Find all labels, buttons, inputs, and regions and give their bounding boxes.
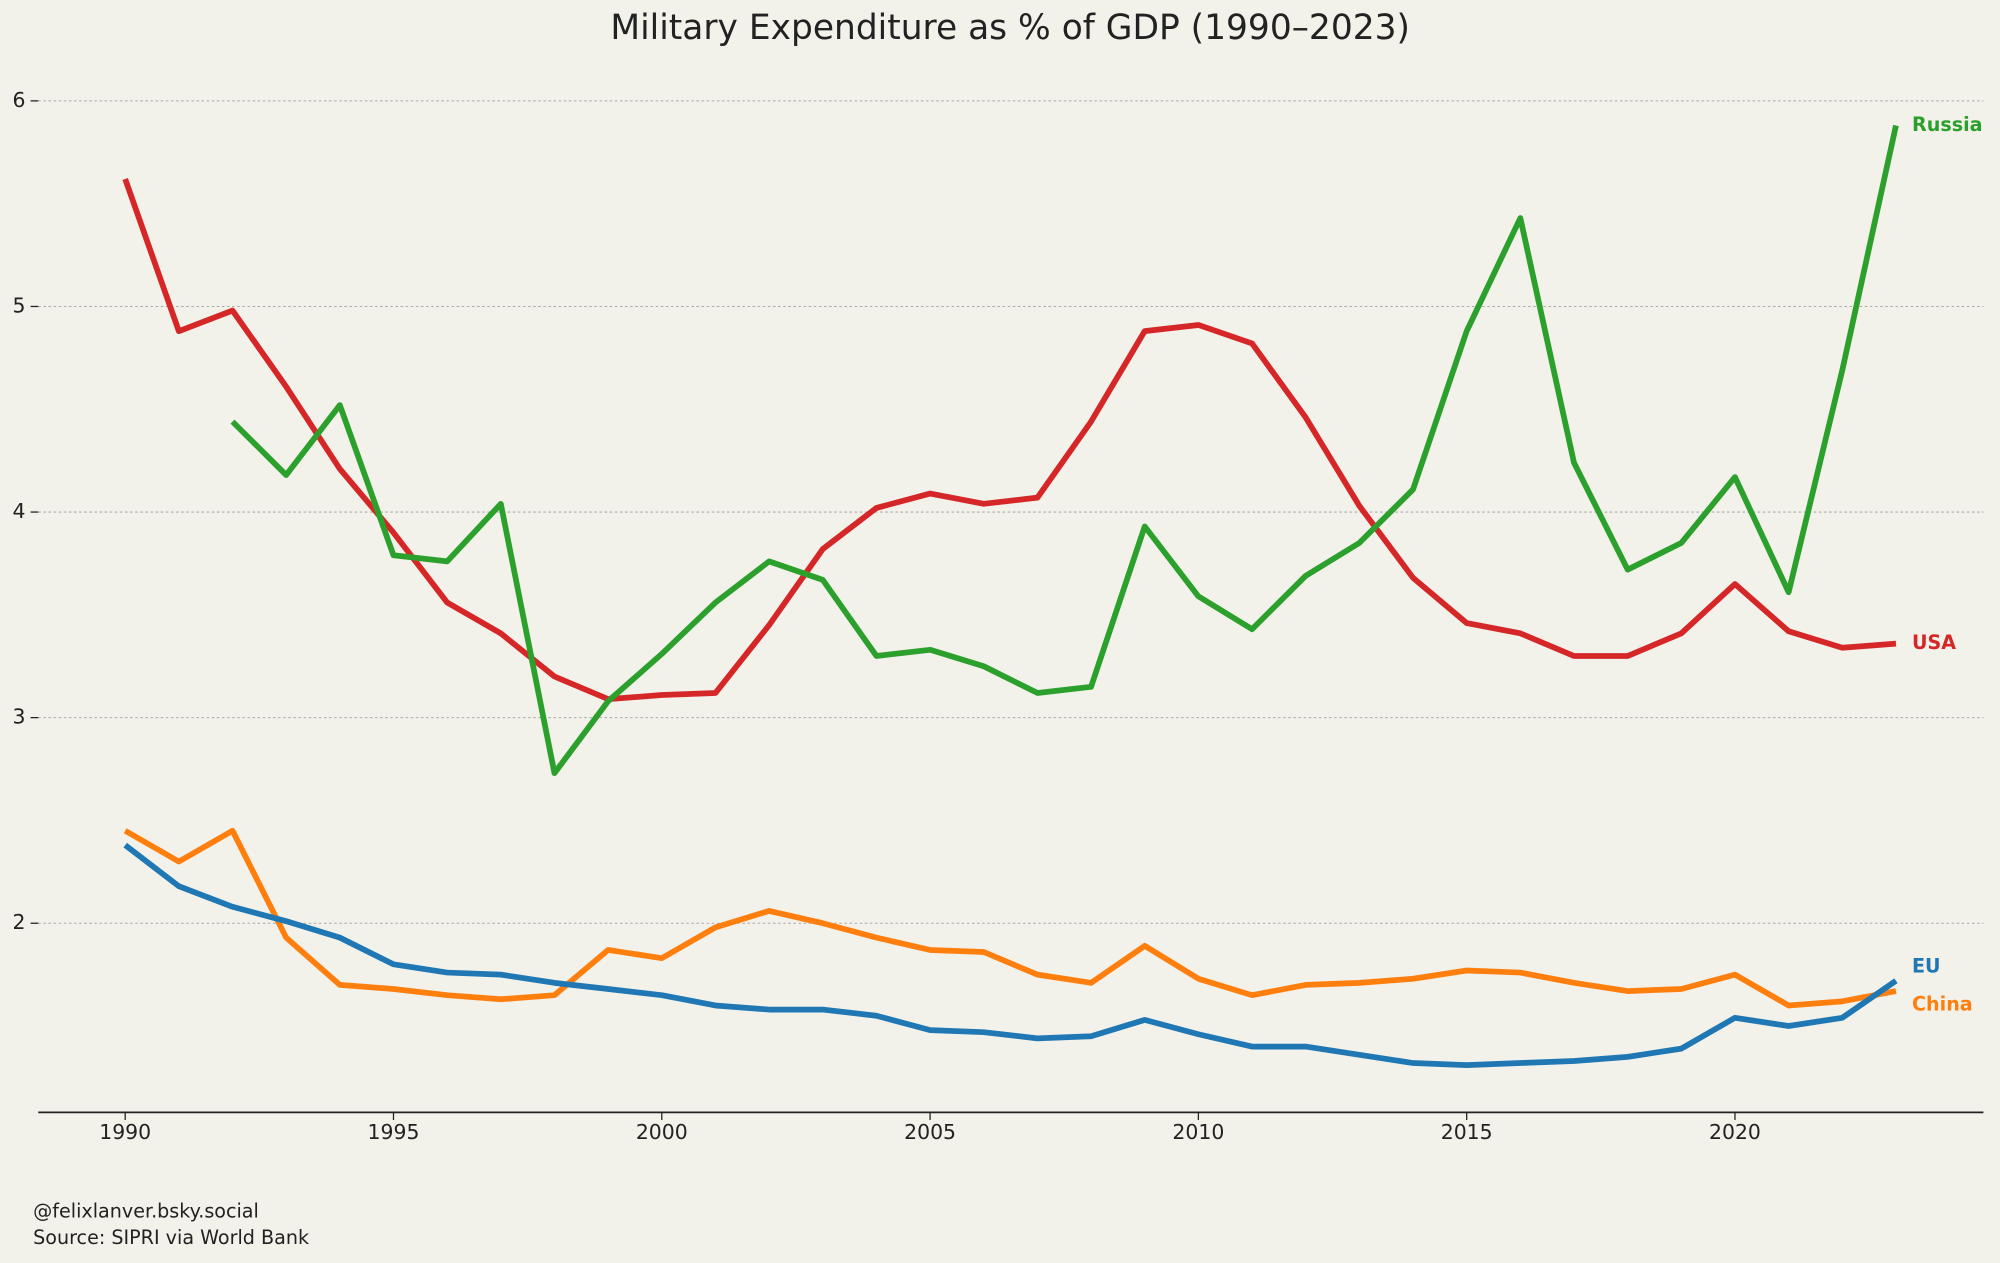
x-tick-label: 2000: [636, 1120, 688, 1144]
y-tick-label: 3: [13, 705, 26, 729]
y-tick-label: 2: [13, 910, 26, 934]
series-line: [123, 827, 1897, 1009]
series-end-label: Russia: [1912, 113, 1983, 136]
x-tick-label: 1995: [368, 1120, 420, 1144]
series-line: [122, 178, 1897, 703]
series-end-label: USA: [1912, 631, 1956, 654]
x-tick-label: 2005: [904, 1120, 956, 1144]
chart-title: Military Expenditure as % of GDP (1990–2…: [610, 8, 1410, 48]
x-tick-label: 1990: [99, 1120, 151, 1144]
x-tick-label: 2010: [1172, 1120, 1224, 1144]
footer-handle: @felixlanver.bsky.social: [33, 1199, 259, 1222]
series-end-label: China: [1912, 993, 1973, 1016]
y-tick-label: 4: [13, 499, 26, 523]
series-line: [123, 842, 1898, 1068]
x-tick-label: 2020: [1709, 1120, 1761, 1144]
x-tick-label: 2015: [1441, 1120, 1493, 1144]
footer-source: Source: SIPRI via World Bank: [33, 1226, 310, 1249]
y-tick-label: 6: [13, 88, 26, 112]
series-end-label: EU: [1912, 954, 1941, 977]
y-tick-label: 5: [13, 293, 26, 317]
series-line: [230, 124, 1899, 777]
